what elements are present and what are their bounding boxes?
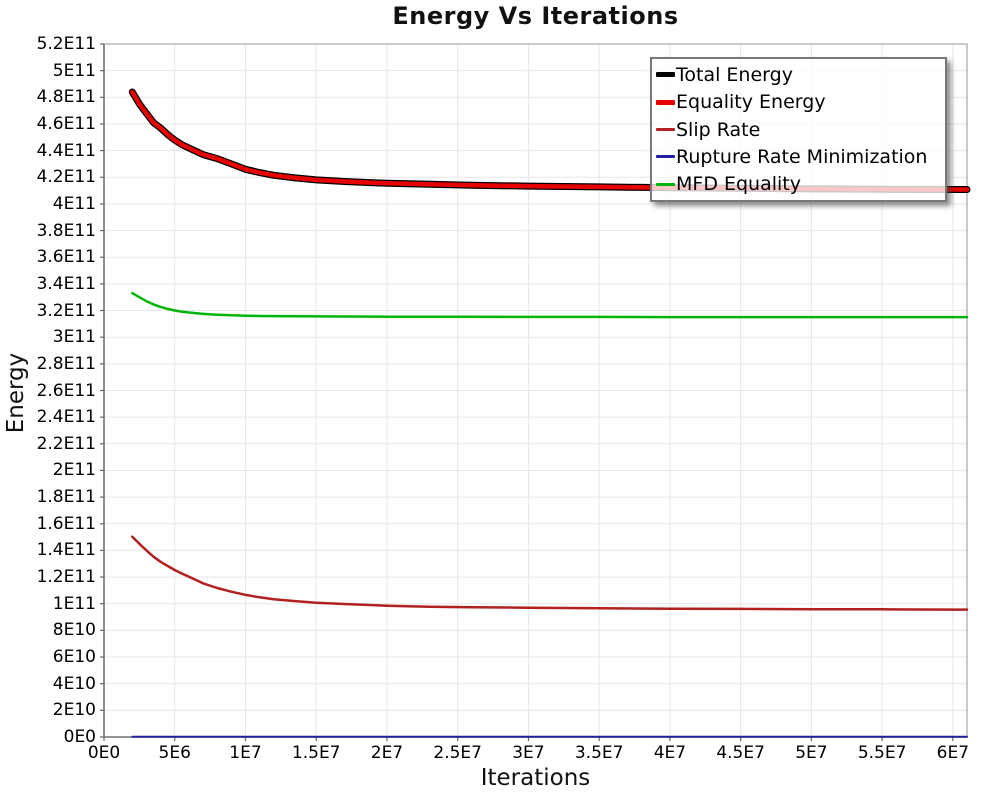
y-tick-label: 5.2E11: [36, 34, 96, 54]
legend-item: Rupture Rate Minimization: [656, 143, 941, 170]
legend-label: Slip Rate: [676, 118, 761, 141]
legend-label: MFD Equality: [676, 173, 801, 196]
legend-item: Equality Energy: [656, 88, 941, 115]
x-tick-label: 5E7: [795, 743, 828, 763]
y-tick-label: 3E11: [52, 327, 96, 348]
x-tick-label: 3E7: [512, 743, 545, 763]
legend-swatch-total-energy: [656, 72, 675, 78]
x-tick-label: 3.5E7: [574, 743, 624, 763]
x-tick-label: 5.5E7: [857, 743, 907, 763]
chart-title: Energy Vs Iterations: [392, 2, 679, 30]
x-tick-label: 5E6: [158, 743, 191, 763]
y-tick-label: 4.6E11: [36, 113, 96, 134]
y-tick-label: 2.4E11: [36, 407, 96, 428]
series-slip-rate-line: [131, 535, 969, 611]
legend-swatch-mfd-equality: [656, 182, 675, 186]
legend-swatch-rupture-rate-minimization: [656, 155, 675, 159]
legend-swatch-slip-rate: [656, 128, 675, 131]
x-axis-title: Iterations: [480, 765, 591, 791]
y-tick-label: 1.2E11: [36, 567, 96, 588]
y-tick-label: 5E11: [52, 60, 96, 81]
y-tick-label: 2E11: [52, 460, 96, 481]
y-tick-label: 1.4E11: [36, 540, 96, 561]
y-tick-label: 3.4E11: [36, 273, 96, 294]
legend-swatch-equality-energy: [656, 99, 675, 105]
y-tick-label: 4.8E11: [36, 87, 96, 108]
legend-label: Rupture Rate Minimization: [676, 145, 928, 168]
x-tick-label: 2E7: [370, 743, 404, 763]
y-tick-label: 8E10: [52, 620, 96, 641]
y-tick-label: 3.2E11: [36, 300, 96, 321]
y-tick-label: 1.6E11: [36, 513, 96, 534]
y-tick-label: 2.8E11: [36, 353, 96, 374]
x-tick-label: 6E7: [936, 743, 970, 763]
legend-label: Total Energy: [676, 63, 793, 86]
legend: Total Energy Equality Energy Slip Rate Rupt…: [650, 57, 947, 202]
x-tick-label: 4.5E7: [716, 743, 765, 763]
y-tick-label: 2.2E11: [36, 433, 96, 454]
y-tick-label: 1E11: [52, 593, 96, 614]
y-tick-label: 3.6E11: [36, 247, 96, 268]
y-tick-label: 0E0: [63, 727, 96, 747]
y-tick-label: 4E11: [52, 193, 96, 214]
y-tick-label: 2.6E11: [36, 380, 96, 401]
legend-item: Slip Rate: [656, 116, 941, 143]
y-tick-label: 1.8E11: [36, 487, 96, 508]
legend-item: MFD Equality: [656, 171, 941, 198]
x-tick-label: 0E0: [87, 743, 121, 763]
y-axis-title: Energy: [3, 352, 29, 434]
x-tick-label: 1.5E7: [291, 743, 341, 763]
legend-label: Equality Energy: [676, 91, 826, 114]
x-tick-label: 2.5E7: [433, 743, 482, 763]
y-tick-label: 6E10: [52, 647, 96, 668]
y-tick-label: 3.8E11: [36, 220, 96, 241]
x-tick-label: 4E7: [653, 743, 687, 763]
y-tick-label: 4E10: [52, 673, 96, 694]
series-mfd-equality-line: [131, 291, 969, 319]
y-tick-label: 4.4E11: [36, 140, 96, 161]
y-tick-label: 2E10: [52, 700, 96, 721]
x-tick-label: 1E7: [229, 743, 262, 763]
y-tick-label: 4.2E11: [36, 167, 96, 188]
legend-item: Total Energy: [656, 61, 941, 88]
